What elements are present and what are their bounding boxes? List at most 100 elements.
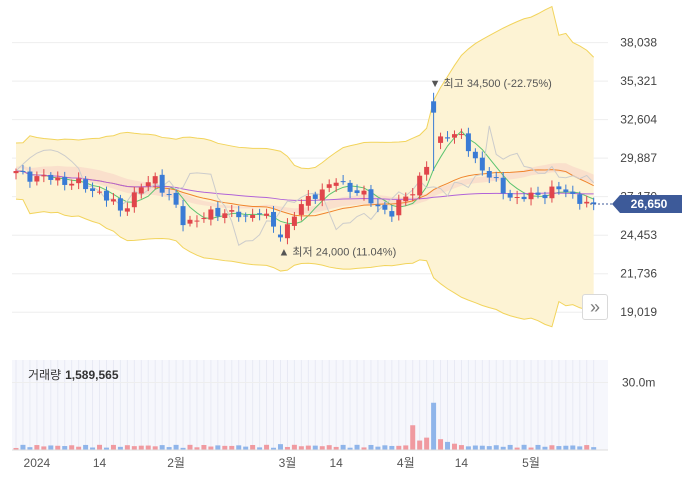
candle-body [549, 186, 555, 199]
candle-body [152, 176, 158, 184]
volume-bar [486, 446, 492, 450]
candle-body [131, 192, 137, 208]
volume-bar [570, 445, 576, 450]
candle-body [215, 207, 221, 217]
candle-body [284, 224, 290, 239]
candle-body [507, 193, 513, 198]
volume-bar [577, 446, 583, 450]
scroll-right-button[interactable]: » [582, 294, 608, 320]
volume-bar [493, 445, 499, 450]
volume-bar [55, 445, 61, 450]
candle-body [34, 176, 40, 182]
bollinger-lower-line [15, 198, 594, 328]
volume-bar [326, 445, 332, 450]
x-tick-label: 2월 [167, 456, 185, 470]
candle-body [264, 213, 270, 216]
x-tick-label: 14 [329, 456, 343, 470]
candle-body [417, 175, 423, 196]
candle-body [229, 210, 235, 212]
y-tick-label: 24,453 [620, 228, 657, 242]
volume-bar [180, 447, 186, 450]
volume-chart: 30.0m 2024 14 2월 3월 14 4월 14 5월 [12, 360, 655, 470]
volume-bar [312, 445, 318, 450]
volume-bar [354, 444, 360, 450]
low-marker-label: ▲ 최저 24,000 (11.04%) [278, 246, 396, 259]
volume-bar [110, 444, 116, 450]
volume-bar [500, 446, 506, 450]
candle-body [222, 213, 228, 218]
volume-bar [97, 444, 103, 450]
candle-body [55, 177, 61, 181]
volume-bar [563, 445, 569, 450]
y-tick-label: 35,321 [620, 74, 657, 88]
candle-body [41, 175, 47, 177]
x-tick-label: 14 [93, 456, 107, 470]
candle-body [277, 234, 283, 238]
volume-bar [83, 444, 89, 450]
candle-body [521, 196, 527, 200]
lagging-span-line [15, 125, 595, 246]
candle-body [451, 134, 457, 138]
volume-bar [229, 445, 235, 450]
volume-bar [13, 447, 19, 450]
volume-bar [298, 446, 304, 450]
candle-body [368, 189, 374, 204]
candle-body [20, 170, 26, 172]
candle-body [472, 151, 478, 159]
candle-body [117, 198, 123, 211]
y-tick-label: 29,887 [620, 151, 657, 165]
candle-body [354, 190, 360, 194]
candle-body [312, 194, 318, 199]
candle-body [69, 183, 75, 186]
candle-body [535, 192, 541, 195]
candle-body [166, 194, 172, 196]
volume-bar [361, 447, 367, 450]
volume-bar [591, 447, 597, 450]
volume-bar [305, 445, 311, 450]
candle-body [563, 189, 569, 193]
volume-bar [90, 447, 96, 450]
bollinger-band-fill [16, 6, 594, 327]
volume-bar [319, 446, 325, 450]
x-tick-label: 4월 [397, 456, 415, 470]
candle-body [48, 174, 54, 180]
candle-body [76, 178, 82, 184]
volume-bar [152, 446, 158, 450]
volume-bar [69, 445, 75, 450]
volume-bar [145, 445, 151, 450]
volume-bar [479, 445, 485, 450]
candle-body [438, 136, 444, 143]
ma60-line [15, 170, 594, 201]
volume-bar [389, 445, 395, 450]
volume-bar [27, 447, 33, 450]
volume-bar [159, 445, 165, 450]
volume-bar [166, 447, 172, 450]
volume-bar [34, 445, 40, 450]
volume-bar [535, 444, 541, 450]
candle-body [110, 199, 116, 202]
volume-bar [131, 446, 137, 450]
volume-bar [424, 437, 430, 450]
candle-body [514, 197, 520, 199]
volume-bar [222, 445, 228, 450]
candle-body [375, 204, 381, 207]
candle-body [187, 219, 193, 224]
volume-bar [264, 444, 270, 450]
y-tick-label: 38,038 [620, 36, 657, 50]
volume-bar [438, 439, 444, 450]
volume-bar [187, 444, 193, 450]
x-tick-label: 2024 [24, 456, 51, 470]
volume-bar [208, 446, 214, 450]
candle-body [145, 182, 151, 187]
volume-bar [458, 445, 464, 450]
candle-body [173, 192, 179, 205]
volume-bar [194, 447, 200, 450]
ichimoku-cloud [16, 163, 594, 214]
bollinger-upper-line [15, 5, 595, 170]
volume-bar [20, 444, 26, 450]
volume-bar [173, 444, 179, 450]
volume-bar [549, 445, 555, 450]
double-chevron-right-icon: » [589, 296, 600, 317]
volume-bar [556, 446, 562, 450]
candle-body [382, 204, 388, 210]
